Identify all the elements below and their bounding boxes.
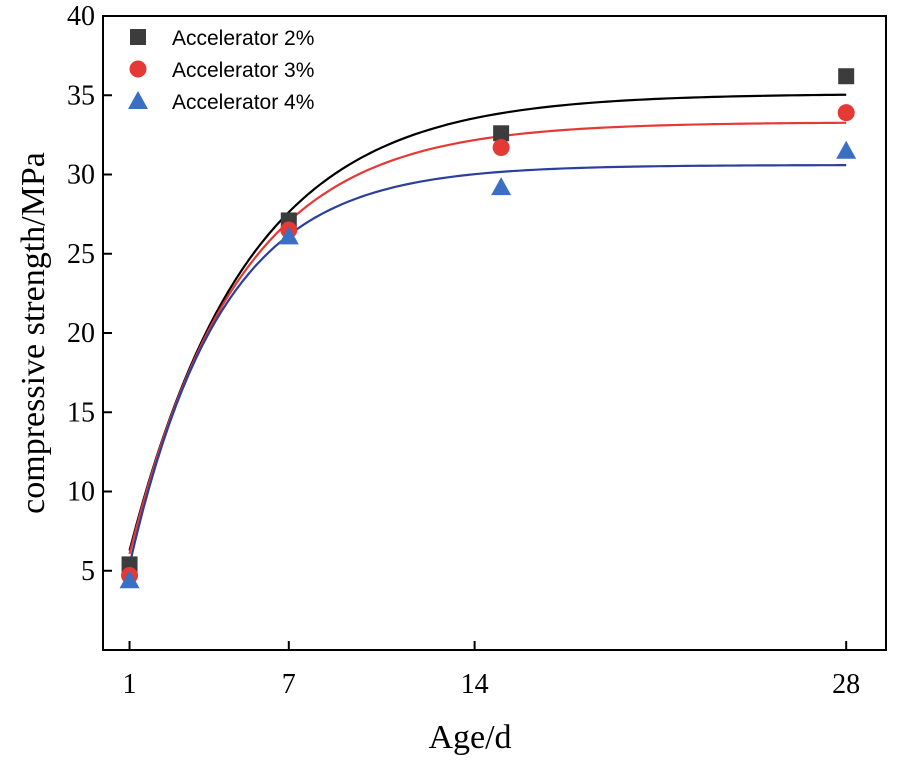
data-point-series-2 (837, 104, 855, 122)
x-tick-label: 28 (832, 669, 860, 700)
fit-curve-series-3 (128, 164, 847, 565)
y-tick-label: 30 (67, 160, 95, 191)
legend-marker-3 (128, 91, 148, 109)
fit-curve-series-1 (128, 93, 847, 551)
data-point-series-3 (278, 226, 299, 245)
x-tick-label: 1 (123, 669, 137, 700)
data-point-series-3 (119, 570, 140, 589)
x-tick-label: 7 (282, 669, 296, 700)
legend-label-2: Accelerator 3% (172, 59, 314, 82)
y-axis-title: compressive strength/MPa (15, 152, 52, 514)
fit-curves (128, 93, 847, 565)
data-points (119, 68, 857, 589)
x-tick-label: 14 (461, 669, 489, 700)
data-point-series-1 (838, 68, 855, 85)
y-tick-label: 20 (67, 318, 95, 349)
data-point-series-2 (492, 139, 510, 157)
data-point-series-1 (493, 125, 510, 142)
legend-label-1: Accelerator 2% (172, 27, 314, 50)
y-tick-label: 10 (67, 477, 95, 508)
legend-label-3: Accelerator 4% (172, 91, 314, 114)
y-tick-label: 25 (67, 239, 95, 270)
data-point-series-3 (836, 140, 857, 159)
y-tick-label: 40 (67, 1, 95, 32)
x-axis-title: Age/d (428, 719, 511, 756)
y-axis: 5 10 15 20 25 30 35 40 (67, 1, 112, 587)
legend-marker-2 (129, 60, 147, 78)
y-tick-label: 5 (81, 556, 95, 587)
y-tick-label: 35 (67, 80, 95, 111)
legend: Accelerator 2% Accelerator 3% Accelerator … (128, 27, 314, 114)
fit-curve-series-2 (128, 121, 847, 555)
x-axis: 1 7 14 28 (123, 641, 860, 700)
y-tick-label: 15 (67, 397, 95, 428)
legend-marker-1 (130, 29, 146, 45)
data-point-series-3 (491, 177, 512, 196)
